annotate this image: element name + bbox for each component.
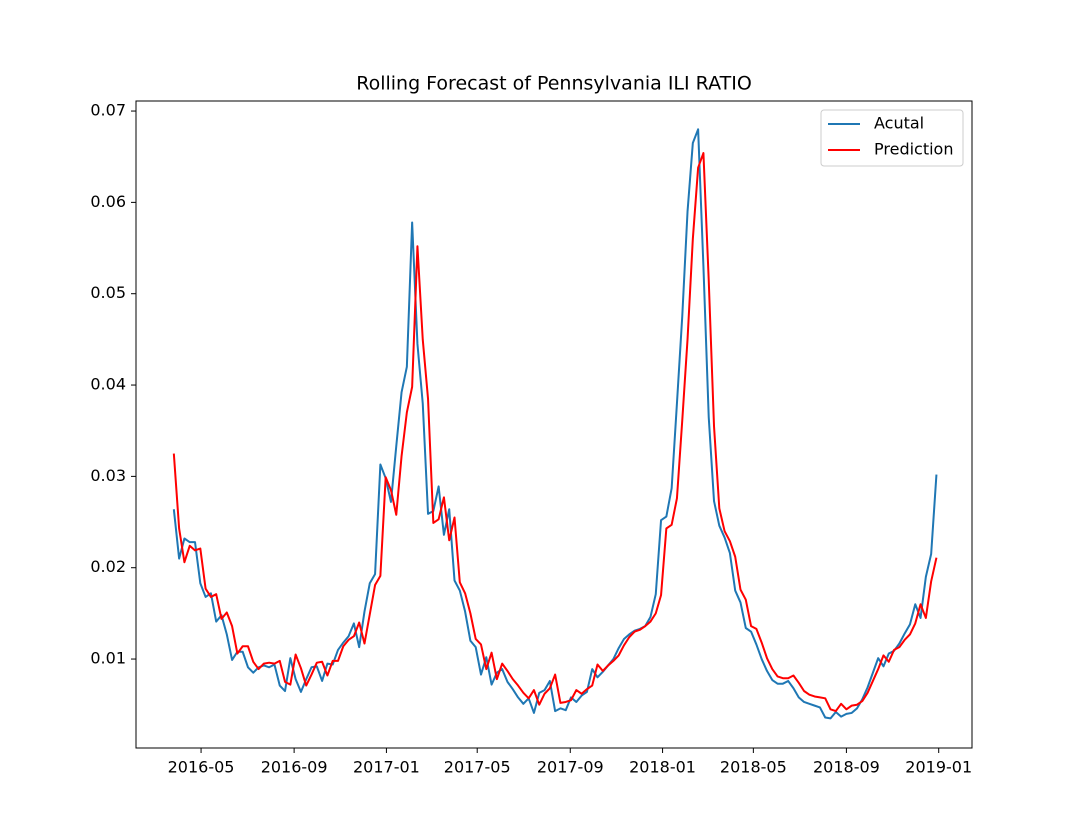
- x-tick-label: 2018-09: [813, 758, 880, 777]
- y-tick-label: 0.05: [90, 283, 126, 302]
- chart-title: Rolling Forecast of Pennsylvania ILI RAT…: [356, 73, 752, 95]
- line-series: [172, 128, 938, 720]
- x-tick-label: 2019-01: [905, 758, 972, 777]
- x-tick-label: 2018-01: [629, 758, 696, 777]
- x-tick-label: 2018-05: [720, 758, 787, 777]
- y-tick-label: 0.07: [90, 101, 126, 120]
- x-tick-label: 2016-05: [168, 758, 235, 777]
- y-tick-label: 0.03: [90, 466, 126, 485]
- legend-label: Acutal: [874, 114, 924, 133]
- plot-frame: [135, 100, 973, 749]
- x-tick-label: 2016-09: [261, 758, 328, 777]
- y-tick-label: 0.01: [90, 649, 126, 668]
- legend-label: Prediction: [874, 140, 953, 159]
- y-tick-label: 0.06: [90, 192, 126, 211]
- x-tick-label: 2017-05: [444, 758, 511, 777]
- x-tick-label: 2017-01: [353, 758, 420, 777]
- y-tick-label: 0.04: [90, 375, 126, 394]
- x-tick-label: 2017-09: [537, 758, 604, 777]
- y-tick-label: 0.02: [90, 557, 126, 576]
- line-series: [172, 152, 938, 713]
